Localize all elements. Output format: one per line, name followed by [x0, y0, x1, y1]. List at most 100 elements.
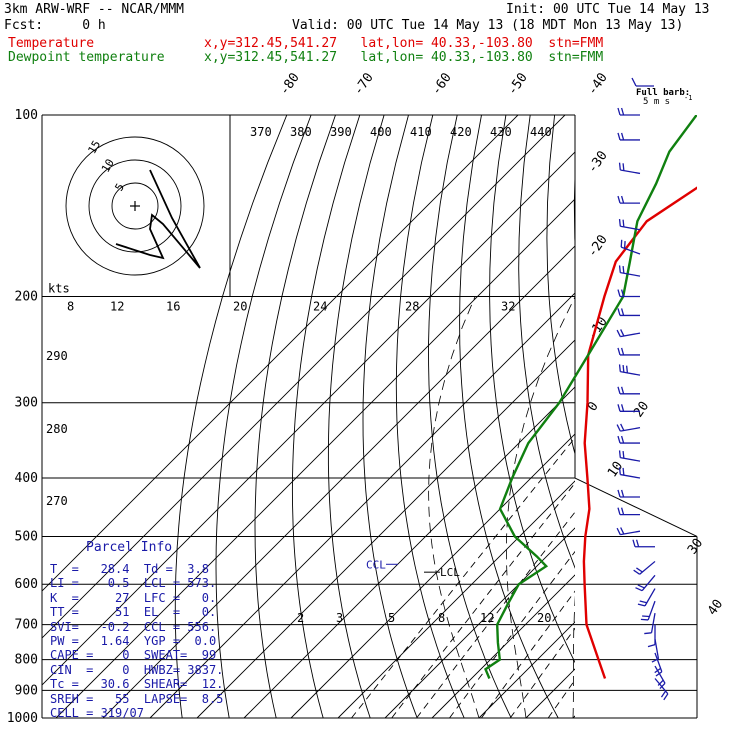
dry-adiabat-label: 290: [46, 349, 68, 363]
wind-barb-flag: [617, 489, 621, 498]
lcl-label: LCL: [440, 566, 460, 579]
dry-adiabat: [652, 115, 740, 718]
wind-barb-flag: [618, 265, 621, 273]
hodograph-units: kts: [48, 282, 70, 296]
dry-adiabat: [573, 162, 575, 252]
wind-barb-flag: [623, 241, 626, 249]
wind-barb-flag: [620, 423, 625, 431]
isotherm-label: -50: [505, 70, 531, 98]
wind-barb-flag: [617, 386, 621, 395]
isotherm-label: -40: [585, 70, 611, 98]
wind-barb-flag: [622, 450, 625, 459]
speed-scale-label: 28: [405, 300, 419, 314]
hodograph-ring-label: 5: [113, 181, 128, 193]
mixing-ratio-label: 5: [388, 611, 395, 625]
isotherm-line: [478, 621, 575, 719]
isotherm-line: [55, 198, 575, 719]
parcel-info-line: PW = 1.64 YGP = 0.0: [50, 634, 217, 648]
dry-adiabat: [215, 115, 312, 719]
parcel-info-line: CELL = 319/07: [50, 706, 144, 720]
barb-legend-line2: 5 m s: [643, 97, 670, 107]
pressure-label-200: 200: [15, 290, 38, 305]
wind-barb-flag: [622, 219, 625, 227]
parcel-info-line: TT = 51 EL = 0.: [50, 605, 217, 620]
isotherm-label: -80: [277, 70, 303, 98]
dewpoint-line: [484, 115, 697, 679]
wind-barb-flag: [660, 690, 667, 698]
legend-dewpoint-location: x,y=312.45,541.27 lat,lon= 40.33,-103.80…: [204, 50, 604, 65]
theta-label: 380: [290, 125, 312, 139]
wind-barb-flag: [644, 632, 652, 635]
dry-adiabat: [291, 115, 361, 719]
parcel-info-line: CAPE = 0 SWEAT= 99: [50, 648, 217, 663]
parcel-info-line: Tc = 30.6 SHEAR= 12.: [50, 677, 224, 692]
isotherm-label: -20: [585, 232, 611, 260]
wind-barb-flag: [620, 195, 625, 204]
wind-barb-flag: [617, 507, 621, 515]
moist-adiabat: [620, 297, 740, 719]
isotherm-line: [667, 115, 740, 718]
mixing-ratio-lines: [351, 296, 740, 719]
wind-barb-flag: [620, 489, 625, 498]
dry-adiabat: [518, 115, 575, 569]
isotherm-line: [42, 151, 575, 686]
isotherm-line: [102, 245, 575, 719]
theta-label: 420: [450, 125, 472, 139]
dry-adiabat: [725, 115, 740, 718]
dry-adiabat: [676, 115, 740, 718]
forecast-hour: Fcst: 0 h: [4, 18, 106, 33]
mixing-ratio-label: 12: [480, 611, 494, 625]
dry-adiabat: [362, 115, 418, 719]
wind-barb-flag: [635, 539, 640, 547]
isotherm-line: [149, 292, 575, 719]
wind-barb-flag: [620, 435, 625, 444]
dry-adiabat-label: 270: [46, 494, 68, 508]
wind-barb-flag: [618, 450, 621, 458]
speed-scale-label: 24: [313, 300, 327, 314]
wind-barb-flag: [620, 404, 625, 412]
wind-barb-flag: [663, 693, 669, 701]
wind-barb-flag: [620, 329, 625, 337]
wind-barb-flag: [620, 527, 625, 535]
theta-label: 400: [370, 125, 392, 139]
valid-time: Valid: 00 UTC Tue 14 May 13 (18 MDT Mon …: [292, 18, 684, 33]
hodograph-ring-label: 10: [99, 157, 117, 175]
hodograph-ring-15: [65, 136, 205, 276]
dry-adiabat: [489, 115, 575, 664]
wind-barb-flag: [640, 618, 649, 621]
dry-adiabat: [327, 115, 385, 719]
speed-scale-label: 32: [501, 300, 515, 314]
wind-barb-flag: [617, 107, 621, 116]
wind-barb-flag: [637, 603, 646, 607]
wind-barb-flag: [622, 163, 625, 171]
wind-barb-flag: [636, 567, 643, 573]
wind-barb-flag: [659, 682, 666, 690]
dry-adiabat: [428, 115, 512, 719]
pressure-label-900: 900: [15, 683, 38, 698]
wind-barb-flag: [625, 365, 629, 373]
speed-scale-label: 12: [110, 300, 124, 314]
wind-barb-flag: [617, 195, 621, 204]
wind-barb-flag: [620, 239, 623, 248]
isotherm-lines: [42, 115, 740, 719]
isotherm-line: [384, 527, 575, 719]
wind-barb-staff: [650, 613, 656, 633]
parcel-info-line: T = 28.4 Td = 3.8: [50, 562, 209, 576]
mixing-ratio-label: 8: [438, 611, 445, 625]
parcel-info-line: K = 27 LFC = 0.: [50, 590, 217, 605]
wind-barb-flag: [618, 162, 621, 171]
theta-label: 410: [410, 125, 432, 139]
isotherm-label: 40: [705, 597, 726, 618]
dry-adiabat-label: 280: [46, 422, 68, 436]
mixing-ratio-label: 2: [297, 611, 304, 625]
parcel-info-line: SREH = 55 LAPSE= 8.5: [50, 691, 224, 706]
pressure-label-1000: 1000: [7, 711, 38, 726]
wind-barb-flag: [622, 265, 625, 274]
isotherm-line: [337, 480, 575, 719]
wind-barb-flag: [620, 347, 625, 356]
dry-adiabat: [395, 115, 465, 719]
pressure-label-500: 500: [15, 529, 38, 544]
pressure-label-100: 100: [15, 108, 38, 123]
barb-legend: Full barb: 5 m s -1: [631, 77, 692, 107]
wind-barb-flag: [635, 587, 643, 592]
